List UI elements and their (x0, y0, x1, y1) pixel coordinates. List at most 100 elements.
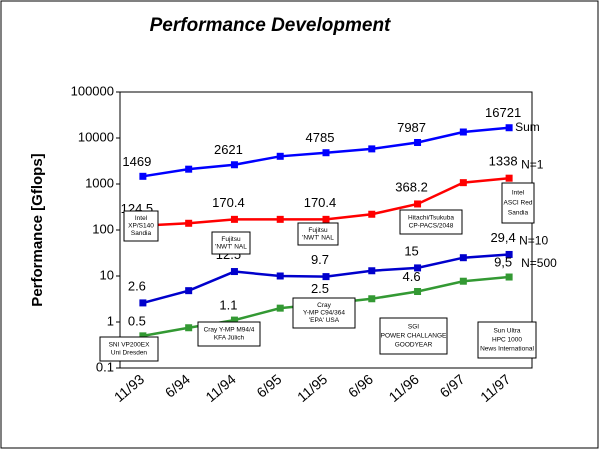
y-tick-label: 0.1 (96, 359, 114, 374)
series-name: N=1 (521, 157, 544, 171)
data-label: 29,4 (490, 230, 515, 245)
annotation-text: CP-PACS/2048 (409, 223, 454, 230)
annotation-box (297, 222, 339, 246)
annotation-box (292, 297, 356, 329)
marker (459, 179, 467, 187)
marker (185, 165, 193, 173)
marker (414, 264, 422, 272)
annotation-text: Sandia (508, 210, 529, 217)
annotation-text: XP/S140 (128, 223, 154, 230)
marker (368, 267, 376, 275)
series-name: N=10 (519, 234, 548, 248)
marker (230, 161, 238, 169)
annotation-text: News International (480, 346, 534, 353)
x-tick-label: 11/97 (477, 371, 513, 405)
data-label: 7987 (397, 120, 426, 135)
annotation-text: GOODYEAR (395, 342, 433, 349)
data-label: 1338 (489, 154, 518, 169)
data-label: 9,5 (494, 254, 512, 269)
marker (276, 215, 284, 223)
y-tick-label: 10 (100, 267, 114, 282)
marker (368, 210, 376, 218)
series-name: Sum (515, 120, 540, 134)
marker (230, 215, 238, 223)
marker (414, 288, 422, 296)
marker (505, 174, 513, 182)
annotation-text: Fujitsu (308, 227, 328, 234)
marker (230, 316, 238, 324)
marker (322, 215, 330, 223)
marker (368, 295, 376, 303)
annotation-text: Y-MP C94/364 (303, 310, 345, 317)
annotation-text: Sandia (131, 230, 152, 237)
data-label: 16721 (485, 105, 521, 120)
annotation-box (211, 231, 251, 255)
marker (368, 145, 376, 153)
marker (185, 324, 193, 332)
marker (322, 149, 330, 157)
annotation-text: SNI VP200EX (109, 342, 150, 349)
series-name: N=500 (521, 256, 557, 270)
data-label: 368.2 (395, 179, 428, 194)
data-label: 4785 (306, 130, 335, 145)
marker (505, 124, 513, 132)
annotation-text: 'NWT' NAL (302, 234, 334, 241)
y-tick-label: 100 (92, 221, 114, 236)
annotation-text: POWER CHALLANGE (381, 333, 447, 340)
x-tick-label: 6/94 (162, 371, 193, 401)
y-tick-label: 1000 (85, 175, 114, 190)
data-label: 1469 (122, 154, 151, 169)
marker (505, 273, 513, 281)
marker (459, 254, 467, 262)
data-label: 1.1 (219, 298, 237, 313)
y-axis-label: Performance [Gflops] (29, 153, 46, 306)
data-label: 170.4 (304, 195, 337, 210)
data-label: 4.6 (403, 269, 421, 284)
annotation-text: KFA Jülich (214, 335, 245, 342)
y-tick-label: 100000 (71, 83, 114, 98)
data-label: 15 (404, 243, 418, 258)
marker (276, 304, 284, 312)
annotation-text: Intel (512, 190, 525, 197)
marker (139, 172, 147, 180)
annotation-text: Sun Ultra (493, 328, 520, 335)
marker (414, 138, 422, 146)
chart-title: Performance Development (150, 15, 391, 36)
annotation-box (501, 182, 535, 224)
x-tick-label: 11/93 (111, 371, 147, 405)
marker (230, 268, 238, 276)
annotation-box (197, 321, 261, 347)
marker (322, 273, 330, 281)
marker (185, 219, 193, 227)
data-label: 2.6 (128, 278, 146, 293)
annotation-text: Cray (317, 302, 331, 309)
data-label: 2621 (214, 142, 243, 157)
annotation-text: Intel (135, 215, 148, 222)
marker (414, 200, 422, 208)
annotation-text: 'NWT' NAL (215, 243, 247, 250)
annotation-box (379, 317, 448, 355)
data-label: 170.4 (212, 195, 245, 210)
marker (459, 277, 467, 285)
marker (276, 272, 284, 280)
x-tick-label: 6/96 (345, 371, 376, 401)
marker (139, 299, 147, 307)
annotation-box (399, 209, 463, 235)
x-tick-label: 11/96 (386, 371, 422, 405)
x-tick-label: 11/95 (294, 371, 330, 405)
y-tick-label: 1 (107, 313, 114, 328)
annotation-text: Uni Dresden (111, 350, 148, 357)
x-tick-label: 6/95 (253, 371, 284, 401)
annotation-text: HPC 1000 (492, 337, 522, 344)
x-tick-label: 6/97 (436, 371, 467, 401)
annotation-box (99, 336, 159, 362)
annotation-text: Cray Y-MP M94/4 (204, 327, 255, 334)
marker (276, 152, 284, 160)
marker (185, 287, 193, 295)
y-tick-label: 10000 (78, 129, 114, 144)
annotation-text: 'EPA' USA (309, 317, 340, 324)
annotation-text: Fujitsu (221, 236, 241, 243)
data-label: 0.5 (128, 313, 146, 328)
